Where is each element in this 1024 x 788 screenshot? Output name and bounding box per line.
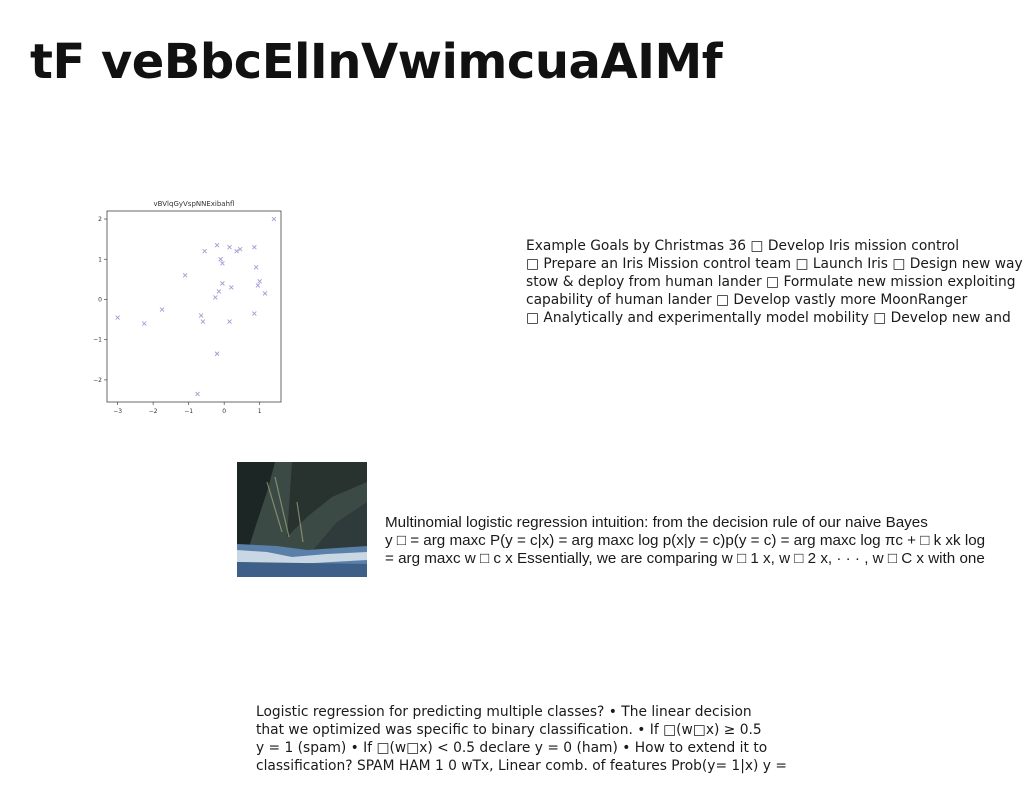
scatter-point bbox=[214, 242, 220, 248]
text-line: that we optimized was specific to binary… bbox=[256, 722, 762, 738]
text-line: Example Goals by Christmas 36 □ Develop … bbox=[526, 238, 960, 254]
scatter-point bbox=[271, 216, 277, 222]
scatter-point bbox=[227, 244, 232, 250]
text-line: □ Prepare an Iris Mission control team □… bbox=[526, 256, 1023, 272]
scatter-point bbox=[216, 289, 222, 294]
text-line: Multinomial logistic regression intuitio… bbox=[385, 514, 928, 531]
text-line: stow & deploy from human lander □ Formul… bbox=[526, 274, 1016, 290]
scatter-point bbox=[159, 307, 165, 312]
scatter-point bbox=[115, 315, 120, 320]
scatter-point bbox=[212, 295, 218, 300]
dark-landscape-photo bbox=[237, 462, 367, 577]
page-title: tF veBbcElInVwimcuaAIMf bbox=[30, 34, 723, 90]
scatter-point bbox=[237, 246, 243, 252]
y-tick-label: 0 bbox=[98, 296, 102, 303]
x-tick-label: 1 bbox=[258, 408, 262, 415]
text-line: classification? SPAM HAM 1 0 wTx, Linear… bbox=[256, 758, 787, 774]
scatter-point bbox=[234, 248, 239, 254]
scatter-point bbox=[220, 281, 225, 286]
y-tick-label: 2 bbox=[98, 216, 102, 223]
mlr-text-block: Multinomial logistic regression intuitio… bbox=[385, 514, 985, 568]
y-tick-label: 1 bbox=[98, 256, 102, 263]
scatter-point bbox=[182, 273, 188, 278]
scatter-point bbox=[218, 256, 223, 262]
scatter-point bbox=[220, 260, 225, 266]
text-line: = arg maxc w □ c x Essentially, we are c… bbox=[385, 550, 985, 567]
text-line: □ Analytically and experimentally model … bbox=[526, 310, 1011, 326]
y-tick-label: −2 bbox=[93, 377, 102, 384]
plot-area-frame bbox=[106, 210, 282, 403]
scatter-point bbox=[262, 291, 268, 296]
scatter-point bbox=[141, 321, 147, 326]
scatter-point bbox=[195, 391, 200, 397]
x-tick-label: −1 bbox=[184, 408, 193, 415]
x-tick-label: −3 bbox=[113, 408, 122, 415]
scatter-point bbox=[200, 319, 206, 324]
scatter-point bbox=[227, 319, 232, 324]
scatter-chart: vBVlqGyVspNNExibahfl −3 −2 −1 0 1 2 1 0 −1 −2 bbox=[93, 196, 293, 420]
text-line: y □ = arg maxc P(y = c|x) = arg maxc log… bbox=[385, 532, 986, 549]
scatter-point bbox=[228, 285, 234, 290]
scatter-point bbox=[252, 311, 257, 316]
goals-text-block: Example Goals by Christmas 36 □ Develop … bbox=[526, 237, 1023, 327]
x-tick-label: 0 bbox=[222, 408, 226, 415]
y-tick-label: −1 bbox=[93, 337, 102, 344]
scatter-point bbox=[214, 351, 220, 357]
lr-text-block: Logistic regression for predicting multi… bbox=[256, 703, 787, 775]
scatter-point bbox=[255, 283, 261, 288]
text-line: capability of human lander □ Develop vas… bbox=[526, 292, 968, 308]
scatter-point bbox=[253, 264, 259, 270]
text-line: y = 1 (spam) • If □(w□x) < 0.5 declare y… bbox=[256, 740, 768, 756]
chart-title: vBVlqGyVspNNExibahfl bbox=[154, 200, 235, 208]
scatter-point bbox=[198, 313, 204, 318]
scatter-point bbox=[202, 248, 207, 254]
scatter-point bbox=[252, 244, 257, 250]
text-line: Logistic regression for predicting multi… bbox=[256, 704, 752, 720]
scatter-point bbox=[257, 279, 263, 284]
x-tick-label: −2 bbox=[149, 408, 158, 415]
